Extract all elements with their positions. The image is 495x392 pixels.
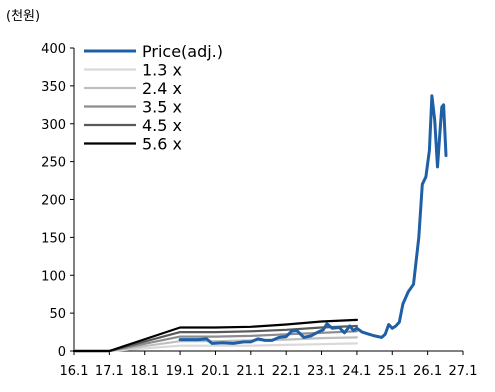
series-line-price-adj <box>178 94 448 345</box>
legend-label: 2.4 x <box>142 79 182 98</box>
series-layer <box>72 94 448 353</box>
x-tick-label: 23.1 <box>307 364 336 379</box>
legend-label: 5.6 x <box>142 135 182 154</box>
legend-label: Price(adj.) <box>142 42 223 61</box>
series-line-5-6-x <box>72 318 358 353</box>
x-tick-label: 26.1 <box>413 364 442 379</box>
y-tick-label: 150 <box>41 231 66 246</box>
y-tick-label: 200 <box>41 194 66 209</box>
x-axis: 16.1 17.1 18.1 19.1 20.1 21.1 22.1 23.1 24.1 25.1… <box>60 350 478 379</box>
y-axis: 0 50 100 150 200 250 300 350 400 <box>41 42 75 360</box>
x-tick-label: 17.1 <box>95 364 124 379</box>
legend-label: 3.5 x <box>142 98 182 117</box>
y-tick-label: 300 <box>41 118 66 133</box>
x-tick-label: 16.1 <box>60 364 89 379</box>
x-tick-label: 18.1 <box>130 364 159 379</box>
x-tick-label: 27.1 <box>449 364 478 379</box>
y-tick-label: 50 <box>49 307 66 322</box>
x-tick-label: 24.1 <box>342 364 371 379</box>
y-tick-label: 250 <box>41 156 66 171</box>
x-tick-label: 22.1 <box>272 364 301 379</box>
legend: Price(adj.)1.3 x2.4 x3.5 x4.5 x5.6 x <box>84 42 223 154</box>
x-tick-label: 25.1 <box>378 364 407 379</box>
y-tick-label: 100 <box>41 269 66 284</box>
y-unit-label: (천원) <box>6 9 40 24</box>
legend-label: 1.3 x <box>142 61 182 80</box>
y-tick-label: 350 <box>41 80 66 95</box>
x-tick-label: 19.1 <box>166 364 195 379</box>
x-tick-label: 20.1 <box>201 364 230 379</box>
legend-label: 4.5 x <box>142 116 182 135</box>
y-tick-label: 0 <box>58 345 66 360</box>
y-tick-label: 400 <box>41 42 66 57</box>
x-tick-label: 21.1 <box>236 364 265 379</box>
